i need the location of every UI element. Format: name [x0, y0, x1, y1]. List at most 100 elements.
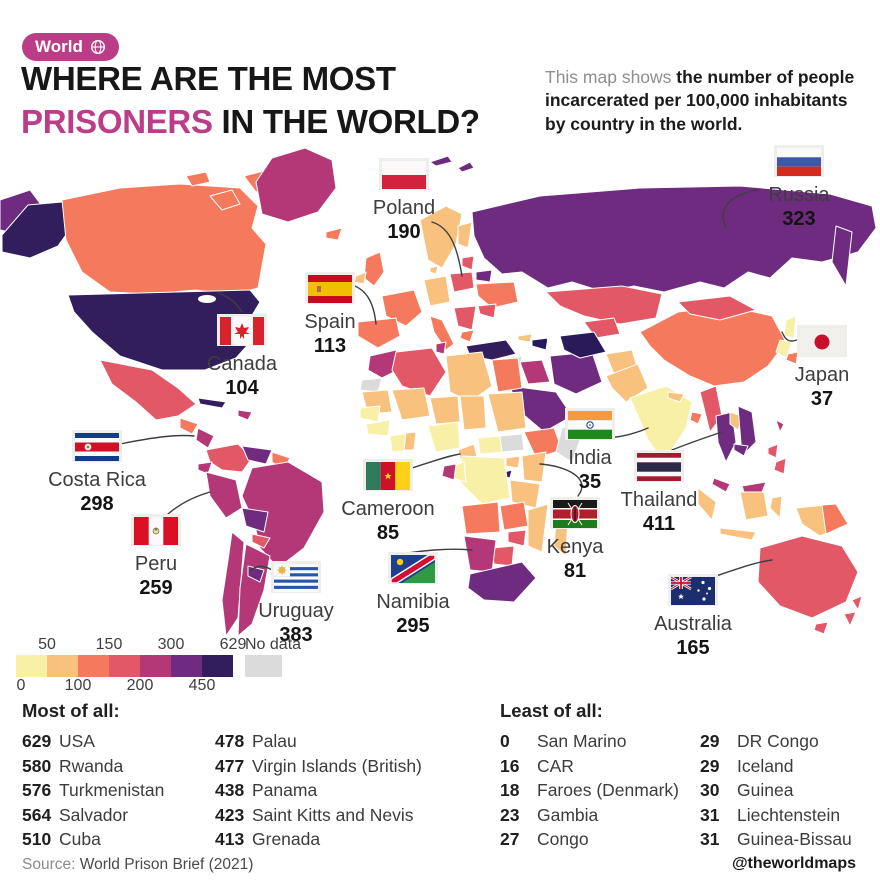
map-senegal-region — [359, 405, 381, 423]
legend-tick: 50 — [38, 636, 56, 653]
rank-row: 30 Guinea — [700, 780, 794, 800]
russia-flag-icon — [774, 145, 824, 177]
map-france — [381, 289, 423, 327]
map-italy — [429, 315, 455, 351]
most-of-all-heading: Most of all: — [22, 700, 120, 721]
no-data-label: No data — [245, 636, 302, 653]
country-label: Poland — [372, 197, 436, 219]
map-scandinavia — [419, 205, 463, 269]
costa-rica-flag-icon — [72, 430, 122, 462]
description-bold: the number of people incarcerated per 10… — [545, 67, 855, 134]
india-flag-icon — [565, 408, 615, 440]
legend-tick: 100 — [64, 677, 92, 694]
annotation-thailand: Thailand 411 — [584, 450, 734, 536]
poland-flag-icon — [379, 158, 429, 190]
world-badge-label: World — [35, 37, 83, 56]
least-of-all-heading: Least of all: — [500, 700, 603, 721]
namibia-flag-icon — [388, 552, 438, 584]
legend-tick: 450 — [188, 677, 216, 694]
source-line: Source: World Prison Brief (2021) — [22, 856, 253, 874]
map-mexico — [99, 359, 197, 421]
page-title: WHERE ARE THE MOST PRISONERS IN THE WORL… — [21, 58, 480, 144]
map-south-africa — [467, 561, 537, 603]
map-russia — [471, 185, 877, 293]
map-iran — [549, 351, 603, 395]
spain-flag-icon — [305, 272, 355, 304]
map-philippines — [767, 443, 787, 475]
title-line2: IN THE WORLD? — [212, 102, 481, 140]
map-romania — [477, 303, 497, 319]
country-label: Australia — [654, 613, 732, 635]
map-uganda — [505, 455, 521, 469]
map-bolivia — [241, 507, 269, 533]
annotation-namibia: Namibia 295 — [338, 552, 488, 638]
country-label: Costa Rica — [48, 469, 146, 491]
map-finland — [457, 221, 473, 249]
map-central-america-1 — [179, 417, 199, 435]
map-egypt — [491, 357, 523, 393]
legend-tick: 0 — [16, 677, 26, 694]
map-mali — [391, 387, 431, 421]
legend-ticks-bottom: 0 100 200 450 — [16, 677, 316, 696]
rank-row: 564 Salvador — [22, 804, 129, 825]
annotation-australia: Australia 165 — [618, 574, 768, 660]
legend-swatch — [47, 655, 78, 677]
map-svalbard — [429, 155, 475, 173]
map-denmark — [429, 265, 439, 275]
country-label: Russia — [768, 184, 830, 206]
map-ghana — [403, 431, 417, 451]
map-baltics — [461, 255, 475, 271]
map-tunisia — [435, 341, 447, 355]
map-iceland — [325, 227, 343, 241]
map-peru — [205, 471, 243, 519]
map-ecuador — [197, 461, 213, 475]
country-value: 295 — [396, 615, 430, 637]
country-value: 85 — [376, 522, 400, 544]
annotation-cameroon: Cameroon 85 — [313, 459, 463, 545]
country-label: India — [568, 447, 612, 469]
map-borneo — [739, 491, 769, 521]
globe-icon — [90, 39, 105, 55]
map-belarus — [475, 269, 493, 283]
source-value: World Prison Brief (2021) — [75, 856, 254, 873]
map-libya — [445, 351, 493, 403]
country-label: Kenya — [546, 536, 604, 558]
map-cuba — [197, 397, 227, 409]
map-malaysia-borneo — [741, 481, 767, 493]
rank-row: 413 Grenada — [215, 829, 321, 849]
map-kamchatka — [831, 225, 853, 287]
country-label: Japan — [794, 364, 850, 386]
world-map — [0, 147, 877, 637]
legend-swatch — [202, 655, 233, 677]
rank-row: 27 Congo — [500, 829, 589, 849]
title-highlight: PRISONERS — [21, 102, 213, 140]
country-label: Spain — [304, 311, 356, 333]
country-value: 259 — [139, 577, 173, 599]
legend-tick: 629 — [219, 636, 247, 653]
map-greenland — [255, 147, 337, 223]
map-kenya — [521, 451, 547, 483]
annotation-uruguay: Uruguay 383 — [221, 561, 371, 647]
rank-row: 510 Cuba — [22, 829, 101, 849]
legend-tick: 150 — [95, 636, 123, 653]
country-label: Canada — [206, 353, 278, 375]
map-turkmenistan — [559, 331, 607, 359]
description-prefix: This map shows — [545, 67, 677, 87]
map-zimbabwe — [507, 529, 527, 547]
map-sudan — [487, 391, 527, 433]
legend-ticks-top: 50 150 300 629 — [16, 636, 316, 655]
map-pakistan — [605, 363, 649, 403]
country-value: 411 — [642, 513, 676, 535]
map-south-sudan — [499, 433, 525, 453]
map-description: This map shows the number of people inca… — [545, 66, 867, 136]
japan-flag-icon — [797, 325, 847, 357]
rank-row: 29 DR Congo — [700, 731, 819, 751]
legend-swatch — [109, 655, 140, 677]
kenya-flag-icon — [550, 497, 600, 529]
map-india — [629, 385, 693, 463]
map-hispaniola — [237, 409, 253, 421]
map-canada-islands — [185, 169, 277, 211]
map-new-zealand — [843, 595, 863, 627]
map-greece — [459, 329, 475, 343]
